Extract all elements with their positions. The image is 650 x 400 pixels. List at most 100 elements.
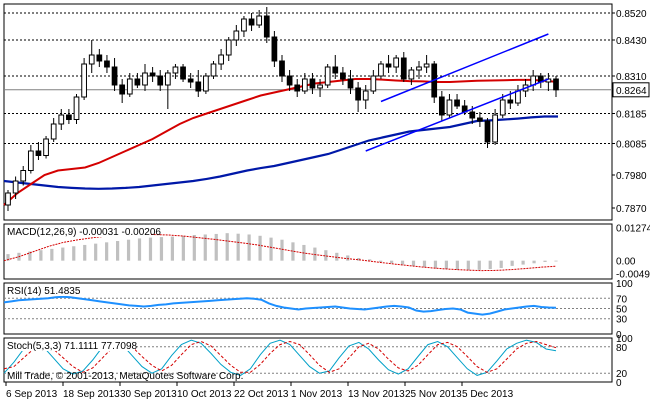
candle-body	[12, 180, 19, 194]
macd-histogram-bar	[159, 237, 164, 261]
macd-histogram-bar	[357, 258, 361, 261]
ma-slow-line	[3, 115, 558, 190]
candle-body	[553, 78, 559, 91]
price-axis-label: 0.8310	[616, 72, 647, 83]
price-panel-frame	[3, 3, 613, 221]
rsi-axis-label: 100	[616, 279, 633, 290]
macd-histogram-bar	[39, 250, 43, 261]
macd-histogram-bar	[192, 235, 196, 261]
macd-histogram-bar	[466, 260, 470, 271]
macd-histogram-bar	[390, 260, 394, 264]
x-axis-label: 30 Sep 2013	[120, 389, 177, 400]
macd-histogram-bar	[28, 251, 32, 261]
macd-histogram-bar	[411, 260, 416, 266]
candle-body	[438, 96, 445, 116]
candle-body	[294, 84, 301, 92]
macd-histogram-bar	[225, 233, 229, 261]
candle-body	[233, 30, 240, 41]
price-axis-label: 0.7980	[616, 171, 647, 182]
candle-body	[332, 66, 339, 74]
candle-body	[400, 57, 407, 80]
candle-body	[279, 60, 285, 77]
x-axis-label: 6 Sep 2013	[6, 389, 58, 400]
candle-body	[370, 75, 377, 92]
candle-body	[88, 54, 95, 65]
macd-histogram-bar	[488, 260, 492, 270]
macd-histogram-bar	[236, 233, 240, 261]
candle-body	[27, 150, 34, 171]
candle-body	[164, 72, 171, 86]
candle-body	[203, 75, 209, 92]
candle-body	[20, 170, 27, 182]
candle-body	[149, 72, 156, 77]
candle-body	[195, 81, 202, 92]
candle-body	[81, 63, 87, 98]
candle-body	[225, 39, 232, 56]
x-axis-label: 13 Nov 2013	[348, 389, 405, 400]
candle-body	[408, 69, 415, 80]
macd-signal-line	[3, 234, 557, 272]
macd-histogram-bar	[368, 259, 372, 261]
macd-histogram-bar	[455, 260, 459, 270]
candle-body	[507, 99, 514, 104]
macd-histogram-bar	[400, 260, 405, 265]
rsi-title-bg	[5, 284, 77, 296]
candle-body	[378, 63, 384, 77]
macd-histogram-bar	[94, 243, 98, 261]
macd-histogram-bar	[72, 246, 76, 261]
candle-body	[126, 78, 133, 95]
macd-histogram-bar	[510, 260, 514, 266]
macd-axis-label: 0.01274	[616, 223, 650, 234]
macd-histogram-bar	[105, 242, 109, 261]
rsi-line	[3, 295, 557, 316]
macd-title: MACD(12,26,9) -0.00031 -0.00206	[7, 227, 161, 238]
candle-body	[469, 111, 476, 119]
candle-body	[218, 54, 224, 65]
candle-body	[50, 123, 57, 140]
x-axis-label: 18 Sep 2013	[63, 389, 120, 400]
stoch-axis-label: 100	[616, 334, 633, 345]
price-axis-label: 0.7870	[616, 204, 647, 215]
macd-histogram-bar	[61, 247, 65, 261]
macd-histogram-bar	[291, 242, 295, 261]
stoch-axis-label: 20	[616, 369, 628, 380]
candle-body	[317, 84, 323, 89]
x-axis-label: 1 Nov 2013	[291, 389, 343, 400]
candle-body	[263, 15, 270, 38]
candle-body	[73, 96, 80, 120]
candle-body	[142, 72, 148, 86]
trend-channel-line	[380, 33, 549, 103]
macd-histogram-bar	[170, 236, 174, 261]
candle-body	[416, 66, 422, 71]
macd-histogram-bar	[521, 260, 525, 265]
price-axis-label: 0.8520	[616, 9, 647, 20]
macd-histogram-bar	[203, 234, 207, 261]
candle-body	[210, 63, 217, 77]
macd-histogram-bar	[477, 260, 481, 270]
candle-body	[248, 18, 255, 26]
candle-body	[340, 72, 346, 80]
macd-panel-frame	[3, 223, 613, 280]
candle-body	[172, 66, 179, 74]
macd-histogram-bar	[335, 252, 339, 261]
rsi-axis-label: 0	[616, 330, 622, 341]
macd-histogram-bar	[324, 250, 328, 261]
rsi-axis-label: 50	[616, 305, 628, 316]
stoch-k-line	[3, 339, 557, 376]
rsi-axis-label: 70	[616, 294, 628, 305]
candle-body	[134, 78, 141, 86]
macd-histogram-bar	[444, 260, 448, 270]
macd-histogram-bar	[499, 260, 503, 268]
price-axis-label: 0.8430	[616, 36, 647, 47]
candle-body	[446, 99, 453, 116]
macd-histogram-bar	[258, 235, 262, 261]
current-price-label: 0.8264	[616, 86, 647, 97]
trend-channel-line	[365, 78, 549, 152]
macd-histogram-bar	[422, 260, 427, 268]
macd-histogram-bar	[433, 260, 438, 269]
macd-histogram-bar	[280, 239, 284, 261]
macd-axis-label: -0.00494	[616, 270, 650, 281]
candle-body	[454, 99, 460, 107]
macd-histogram-bar	[379, 260, 383, 262]
